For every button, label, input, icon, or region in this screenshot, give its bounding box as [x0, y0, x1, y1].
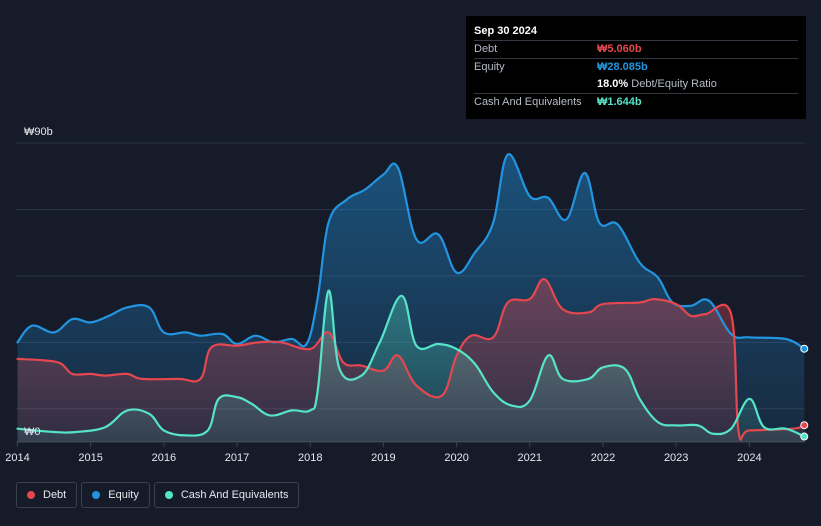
- equity-end-point: [800, 344, 809, 353]
- x-tick-label: 2021: [518, 452, 542, 464]
- tooltip-equity-value: ₩28.085b: [597, 61, 648, 73]
- x-tick-label: 2020: [444, 452, 468, 464]
- series-areas: [17, 154, 805, 442]
- debt-line: [16, 278, 806, 441]
- cash-dot-icon: [164, 491, 173, 499]
- legend-debt-label: Debt: [43, 489, 67, 501]
- series-lines: [16, 153, 806, 441]
- legend-equity-label: Equity: [108, 489, 139, 501]
- tooltip-equity-label: Equity: [474, 61, 505, 73]
- tooltip-ratio-row: 18.0% Debt/Equity Ratio: [474, 76, 798, 93]
- equity-dot-icon: [92, 491, 101, 499]
- legend-item-equity[interactable]: Equity: [81, 482, 150, 508]
- debt-dot-icon: [27, 491, 35, 499]
- tooltip-ratio-label: Debt/Equity Ratio: [631, 78, 717, 90]
- tooltip-ratio-value: 18.0%: [597, 78, 629, 90]
- x-tick-label: 2016: [152, 452, 176, 464]
- tooltip-debt-value: ₩5.060b: [597, 43, 642, 55]
- chart-legend: Debt Equity Cash And Equivalents: [16, 482, 300, 508]
- x-tick-label: 2014: [5, 452, 29, 464]
- debt-end-point: [800, 421, 809, 430]
- equity-line: [16, 153, 806, 350]
- cash-end-point: [800, 432, 809, 441]
- tooltip-cash-label: Cash And Equivalents: [474, 96, 582, 108]
- x-tick-label: 2023: [664, 452, 688, 464]
- x-tick-label: 2018: [298, 452, 322, 464]
- cash-line: [16, 289, 806, 438]
- tooltip-debt-row: Debt ₩5.060b: [474, 40, 798, 58]
- y-tick-label-max: ₩90b: [24, 126, 53, 138]
- axes: ₩90b ₩0 2014 2015 2016 2017 2018 2019 20…: [5, 126, 761, 464]
- x-tick-label: 2022: [591, 452, 615, 464]
- tooltip-equity-row: Equity ₩28.085b: [474, 58, 798, 76]
- legend-item-cash[interactable]: Cash And Equivalents: [153, 482, 300, 508]
- y-tick-label-zero: ₩0: [24, 426, 41, 438]
- tooltip-date: Sep 30 2024: [474, 25, 537, 37]
- x-tick-label: 2024: [737, 452, 761, 464]
- cash-area: [17, 290, 805, 442]
- legend-item-debt[interactable]: Debt: [16, 482, 78, 508]
- legend-cash-label: Cash And Equivalents: [180, 489, 289, 501]
- end-markers: [800, 344, 809, 441]
- x-tick-label: 2017: [225, 452, 249, 464]
- tooltip-panel: Sep 30 2024 Debt ₩5.060b Equity ₩28.085b…: [466, 16, 806, 119]
- x-tick-label: 2019: [371, 452, 395, 464]
- x-tick-label: 2015: [78, 452, 102, 464]
- tooltip-cash-row: Cash And Equivalents ₩1.644b: [474, 93, 798, 111]
- tooltip-debt-label: Debt: [474, 43, 498, 55]
- tooltip-cash-value: ₩1.644b: [597, 96, 642, 108]
